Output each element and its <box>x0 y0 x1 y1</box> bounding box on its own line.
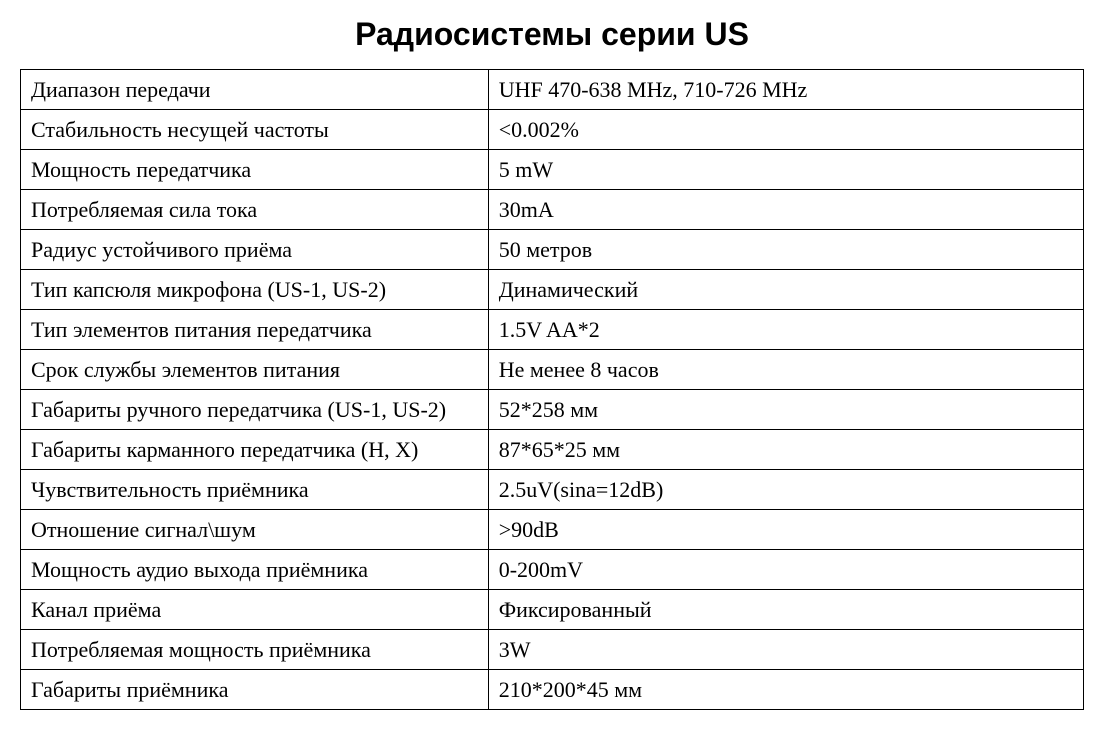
spec-label: Габариты карманного передатчика (H, X) <box>21 430 489 470</box>
table-row: Диапазон передачи UHF 470-638 MHz, 710-7… <box>21 70 1084 110</box>
spec-value: 210*200*45 мм <box>488 670 1083 710</box>
spec-value: 5 mW <box>488 150 1083 190</box>
table-row: Потребляемая мощность приёмника 3W <box>21 630 1084 670</box>
table-row: Отношение сигнал\шум >90dB <box>21 510 1084 550</box>
table-row: Стабильность несущей частоты <0.002% <box>21 110 1084 150</box>
spec-value: 87*65*25 мм <box>488 430 1083 470</box>
spec-value: Не менее 8 часов <box>488 350 1083 390</box>
spec-label: Тип элементов питания передатчика <box>21 310 489 350</box>
table-row: Радиус устойчивого приёма 50 метров <box>21 230 1084 270</box>
table-row: Габариты ручного передатчика (US-1, US-2… <box>21 390 1084 430</box>
spec-label: Мощность аудио выхода приёмника <box>21 550 489 590</box>
table-row: Чувствительность приёмника 2.5uV(sina=12… <box>21 470 1084 510</box>
table-row: Мощность аудио выхода приёмника 0-200mV <box>21 550 1084 590</box>
spec-value: 3W <box>488 630 1083 670</box>
spec-value: UHF 470-638 MHz, 710-726 MHz <box>488 70 1083 110</box>
spec-value: Фиксированный <box>488 590 1083 630</box>
spec-value: 2.5uV(sina=12dB) <box>488 470 1083 510</box>
spec-label: Чувствительность приёмника <box>21 470 489 510</box>
spec-value: 1.5V AA*2 <box>488 310 1083 350</box>
spec-label: Тип капсюля микрофона (US-1, US-2) <box>21 270 489 310</box>
spec-value: 0-200mV <box>488 550 1083 590</box>
spec-value: 30mA <box>488 190 1083 230</box>
table-row: Габариты приёмника 210*200*45 мм <box>21 670 1084 710</box>
table-row: Канал приёма Фиксированный <box>21 590 1084 630</box>
spec-label: Габариты приёмника <box>21 670 489 710</box>
spec-label: Диапазон передачи <box>21 70 489 110</box>
page-title: Радиосистемы серии US <box>20 16 1084 53</box>
spec-value: <0.002% <box>488 110 1083 150</box>
spec-value: Динамический <box>488 270 1083 310</box>
spec-label: Потребляемая мощность приёмника <box>21 630 489 670</box>
spec-label: Габариты ручного передатчика (US-1, US-2… <box>21 390 489 430</box>
spec-label: Потребляемая сила тока <box>21 190 489 230</box>
spec-label: Срок службы элементов питания <box>21 350 489 390</box>
spec-value: 50 метров <box>488 230 1083 270</box>
table-row: Мощность передатчика 5 mW <box>21 150 1084 190</box>
table-row: Потребляемая сила тока 30mA <box>21 190 1084 230</box>
table-row: Тип капсюля микрофона (US-1, US-2) Динам… <box>21 270 1084 310</box>
spec-value: >90dB <box>488 510 1083 550</box>
table-row: Тип элементов питания передатчика 1.5V A… <box>21 310 1084 350</box>
specs-table: Диапазон передачи UHF 470-638 MHz, 710-7… <box>20 69 1084 710</box>
table-row: Габариты карманного передатчика (H, X) 8… <box>21 430 1084 470</box>
spec-label: Стабильность несущей частоты <box>21 110 489 150</box>
table-row: Срок службы элементов питания Не менее 8… <box>21 350 1084 390</box>
spec-label: Канал приёма <box>21 590 489 630</box>
spec-label: Отношение сигнал\шум <box>21 510 489 550</box>
spec-label: Мощность передатчика <box>21 150 489 190</box>
spec-value: 52*258 мм <box>488 390 1083 430</box>
spec-label: Радиус устойчивого приёма <box>21 230 489 270</box>
